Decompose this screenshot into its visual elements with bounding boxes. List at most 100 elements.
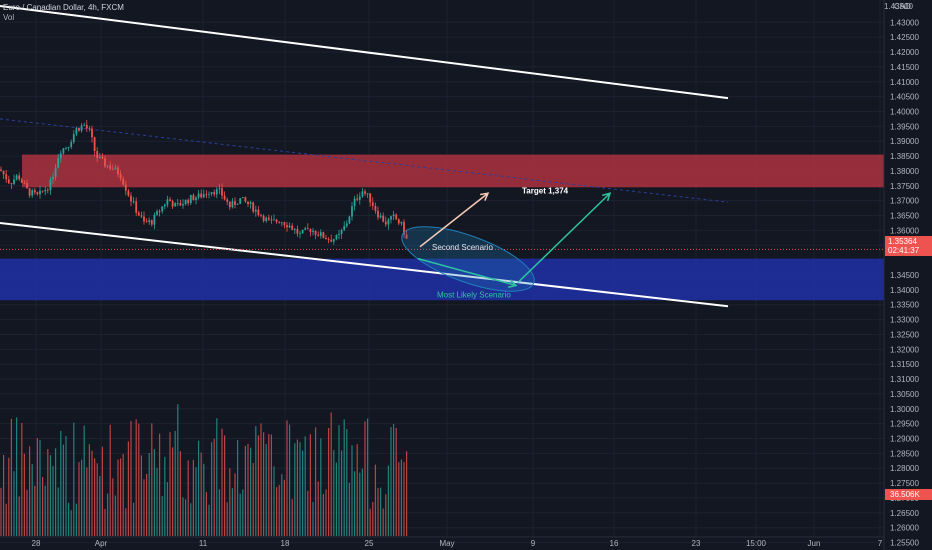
price-tick-label: 1.40000: [890, 107, 919, 116]
second-scenario-arrow: [419, 192, 489, 248]
candle-body: [93, 137, 96, 151]
candle-body: [44, 189, 47, 192]
candle-body: [345, 223, 348, 227]
volume-bar: [229, 468, 231, 536]
candle-body: [106, 165, 109, 167]
volume-bar: [286, 420, 288, 536]
price-tick-label: 1.36000: [890, 226, 919, 235]
candle-body: [49, 179, 52, 191]
candle-body: [70, 142, 73, 147]
candle-body: [387, 219, 390, 225]
volume-bar: [57, 487, 59, 536]
candle-body: [218, 188, 221, 190]
candle-body: [135, 201, 138, 213]
volume-bar: [49, 455, 51, 536]
candle-body: [236, 203, 239, 205]
candle-body: [234, 201, 236, 205]
volume-bar: [289, 424, 291, 536]
candle-body: [252, 202, 255, 212]
candle-body: [179, 203, 182, 206]
volume-bar: [5, 503, 7, 536]
volume-bar: [161, 496, 163, 536]
volume-bar: [250, 447, 252, 536]
volume-bar: [343, 419, 345, 536]
volume-bar: [278, 484, 280, 536]
volume-bar: [315, 427, 317, 536]
candle-body: [31, 190, 34, 196]
candle-body: [296, 229, 299, 234]
volume-bar: [34, 485, 36, 536]
volume-bar: [182, 497, 184, 536]
candle-body: [353, 198, 356, 207]
volume-bar: [265, 444, 267, 536]
volume-bar: [187, 460, 189, 536]
time-tick-label: 7: [878, 539, 883, 548]
candle-body: [2, 170, 5, 175]
price-tick-label: 1.28500: [890, 449, 919, 458]
candle-body: [26, 183, 28, 189]
candle-body: [338, 233, 340, 236]
candle-body: [127, 190, 130, 196]
volume-bar: [226, 502, 228, 536]
candle-body: [20, 179, 23, 183]
time-tick-label: Jun: [808, 539, 821, 548]
price-tick-label: 1.26000: [890, 524, 919, 533]
volume-bar: [62, 444, 64, 536]
candle-body: [382, 215, 385, 222]
volume-bar: [52, 465, 54, 536]
volume-bar: [112, 478, 114, 536]
candle-body: [192, 195, 195, 201]
volume-bar: [208, 504, 210, 536]
upper-channel-line: [0, 4, 729, 100]
volume-bar: [400, 459, 402, 536]
volume-bar: [395, 427, 397, 536]
price-tick-label: 1.32500: [890, 330, 919, 339]
candle-body: [262, 215, 265, 221]
candle-body: [39, 190, 41, 195]
candle-body: [67, 146, 70, 148]
candle-body: [249, 202, 252, 204]
candle-body: [143, 216, 145, 222]
candle-body: [132, 201, 135, 203]
second-scenario-arrowhead: [479, 192, 490, 201]
volume-bar: [26, 489, 28, 536]
volume-bar: [114, 495, 116, 536]
candle-body: [317, 234, 320, 236]
price-tick-label: 1.26500: [890, 509, 919, 518]
symbol-title: Euro / Canadian Dollar, 4h, FXCM: [3, 3, 124, 12]
candle-body: [5, 174, 8, 180]
candle-body: [197, 193, 200, 198]
volume-bar: [179, 451, 181, 536]
candle-body: [83, 124, 86, 126]
price-tick-label: 1.34000: [890, 286, 919, 295]
volume-bar: [387, 465, 389, 536]
candle-body: [80, 125, 83, 131]
candle-body: [215, 189, 218, 195]
candle-body: [88, 128, 91, 130]
volume-bar: [8, 457, 10, 536]
candle-body: [140, 215, 143, 217]
time-tick-label: 25: [365, 539, 374, 548]
volume-bar: [346, 429, 348, 536]
volume-bar: [96, 463, 98, 536]
candle-body: [122, 178, 125, 185]
volume-bar: [330, 412, 332, 536]
current-price-badge: [885, 236, 932, 256]
volume-bar: [120, 458, 122, 536]
price-tick-label: 1.43000: [890, 18, 919, 27]
volume-bar: [166, 482, 168, 536]
candle-body: [293, 229, 296, 230]
candle-body: [145, 221, 148, 223]
volume-bar: [322, 493, 324, 536]
volume-bar: [354, 471, 356, 536]
volume-bar: [42, 477, 44, 536]
volume-bar: [86, 467, 88, 536]
price-tick-label: 1.34500: [890, 271, 919, 280]
volume-bar: [146, 473, 148, 536]
time-axis[interactable]: 28 Apr 11 18 25 May 9 16 23 15:00 Jun 7: [0, 536, 884, 548]
price-axis[interactable]: 1.43500 CAD 1.43000 1.42500 1.42000 1.41500…: [883, 0, 932, 550]
candle-body: [322, 232, 325, 238]
candle-body: [390, 216, 392, 220]
candle-body: [397, 219, 400, 224]
